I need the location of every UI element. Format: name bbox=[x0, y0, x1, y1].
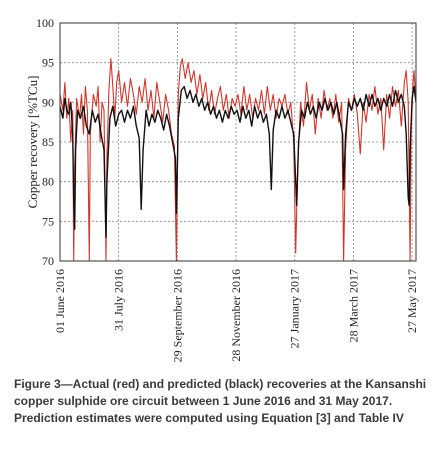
y-axis-label: Copper recovery [%TCu] bbox=[25, 76, 40, 209]
y-tick-label: 95 bbox=[42, 56, 54, 70]
y-tick-label: 100 bbox=[36, 16, 54, 30]
predicted-recovery-series bbox=[60, 85, 416, 238]
y-tick-label: 80 bbox=[42, 175, 54, 189]
figure-caption: Figure 3—Actual (red) and predicted (bla… bbox=[14, 377, 427, 425]
x-tick-label: 31 July 2016 bbox=[112, 269, 126, 331]
x-tick-label: 01 June 2016 bbox=[53, 269, 67, 333]
x-tick-label: 28 November 2016 bbox=[229, 269, 243, 362]
actual-recovery-series bbox=[60, 58, 416, 261]
recovery-line-chart: 70 75 80 85 90 95 100 01 June 2016 31 July 2016 2… bbox=[25, 16, 419, 362]
x-tick-label: 27 January 2017 bbox=[288, 269, 302, 348]
x-tick-label: 27 May 2017 bbox=[405, 269, 419, 333]
y-tick-label: 85 bbox=[42, 135, 54, 149]
y-tick-label: 70 bbox=[42, 254, 54, 268]
x-tick-label: 29 September 2016 bbox=[170, 269, 184, 362]
x-tick-label: 28 March 2017 bbox=[346, 269, 360, 342]
plot-frame bbox=[59, 22, 417, 262]
y-tick-label: 90 bbox=[42, 95, 54, 109]
y-tick-label: 75 bbox=[42, 214, 54, 228]
